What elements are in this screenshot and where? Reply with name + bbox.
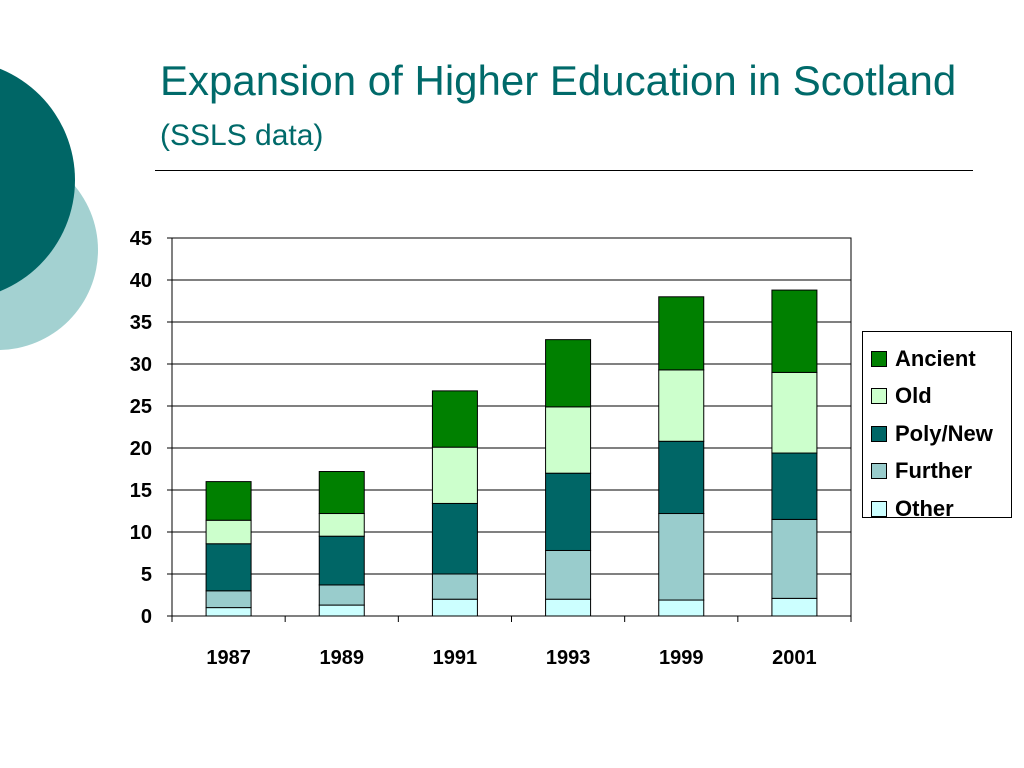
bar-segment-ancient-1993 (545, 339, 592, 408)
title-underline (155, 170, 973, 171)
slide-title-main: Expansion of Higher Education in Scotlan… (160, 57, 957, 104)
bar-segment-poly-new-1989 (318, 535, 365, 586)
legend-swatch (871, 350, 887, 367)
bar-segment-other-1993 (545, 598, 592, 617)
bar-segment-poly-new-1987 (205, 543, 252, 592)
bar-segment-poly-new-2001 (771, 452, 818, 520)
bar-segment-old-2001 (771, 371, 818, 454)
y-tick-label: 20 (130, 438, 152, 460)
plot-area-border (171, 237, 852, 617)
legend-label: Ancient (895, 345, 976, 371)
bar-segment-old-1987 (205, 519, 252, 545)
bar-segment-old-1989 (318, 513, 365, 537)
legend-label: Old (895, 383, 932, 409)
bar-segment-ancient-1991 (431, 390, 478, 448)
axes: 0 5 10 15 20 25 30 35 40 45 1987 1989 1991 1993 1999 20… (130, 228, 852, 669)
bar-segment-poly-new-1991 (431, 502, 478, 575)
slide-title: Expansion of Higher Education in Scotlan… (160, 56, 980, 161)
x-tick-label: 1991 (433, 647, 478, 669)
bar-segment-further-1987 (205, 590, 252, 609)
bar-segment-further-1989 (318, 584, 365, 606)
y-tick-label: 45 (130, 228, 152, 250)
x-tick-label: 1999 (659, 647, 704, 669)
legend-label: Other (895, 495, 954, 521)
bar-segment-old-1991 (431, 446, 478, 504)
legend-swatch (871, 500, 887, 517)
y-tick-label: 0 (141, 606, 152, 628)
bar-segment-other-1989 (318, 604, 365, 617)
bar-segment-ancient-2001 (771, 289, 818, 373)
y-tick-label: 30 (130, 354, 152, 376)
legend-item-ancient: Ancient (871, 340, 1011, 378)
legend-item-further: Further (871, 453, 1011, 491)
chart-legend: Ancient Old Poly/New Further Other (862, 331, 1012, 521)
bar-segment-ancient-1987 (205, 481, 252, 521)
bar-segment-other-1991 (431, 598, 478, 617)
bar-segment-poly-new-1993 (545, 472, 592, 551)
bar-segment-other-1999 (658, 599, 705, 617)
legend-item-other: Other (871, 490, 1011, 528)
x-tick-label: 2001 (772, 647, 817, 669)
bar-segment-ancient-1989 (318, 471, 365, 515)
legend-item-poly-new: Poly/New (871, 415, 1011, 453)
y-tick-label: 25 (130, 396, 152, 418)
bar-segment-further-2001 (771, 518, 818, 599)
bar-segment-further-1991 (431, 573, 478, 600)
legend-swatch (871, 425, 887, 442)
legend-item-old: Old (871, 378, 1011, 416)
bar-segment-other-1987 (205, 607, 252, 617)
bar-segment-old-1993 (545, 406, 592, 474)
legend-swatch (871, 463, 887, 480)
bar-segment-poly-new-1999 (658, 440, 705, 515)
y-tick-label: 35 (130, 312, 152, 334)
bar-segment-ancient-1999 (658, 296, 705, 371)
x-tick-label: 1987 (206, 647, 251, 669)
bar-segment-other-2001 (771, 597, 818, 617)
bar-segment-further-1993 (545, 549, 592, 600)
gridlines (172, 237, 851, 575)
x-tick-label: 1989 (320, 647, 365, 669)
bar-segment-further-1999 (658, 513, 705, 601)
x-tick-label: 1993 (546, 647, 591, 669)
legend-label: Poly/New (895, 420, 993, 446)
y-tick-label: 15 (130, 480, 152, 502)
deco-circle-dark (0, 68, 75, 292)
y-tick-label: 10 (130, 522, 152, 544)
y-tick-label: 5 (141, 564, 152, 586)
legend-label: Further (895, 458, 972, 484)
y-tick-label: 40 (130, 270, 152, 292)
legend-swatch (871, 388, 887, 405)
bar-segment-old-1999 (658, 369, 705, 442)
slide-title-sub: (SSLS data) (160, 119, 324, 152)
decorative-circles (0, 68, 98, 350)
bars (205, 289, 818, 617)
